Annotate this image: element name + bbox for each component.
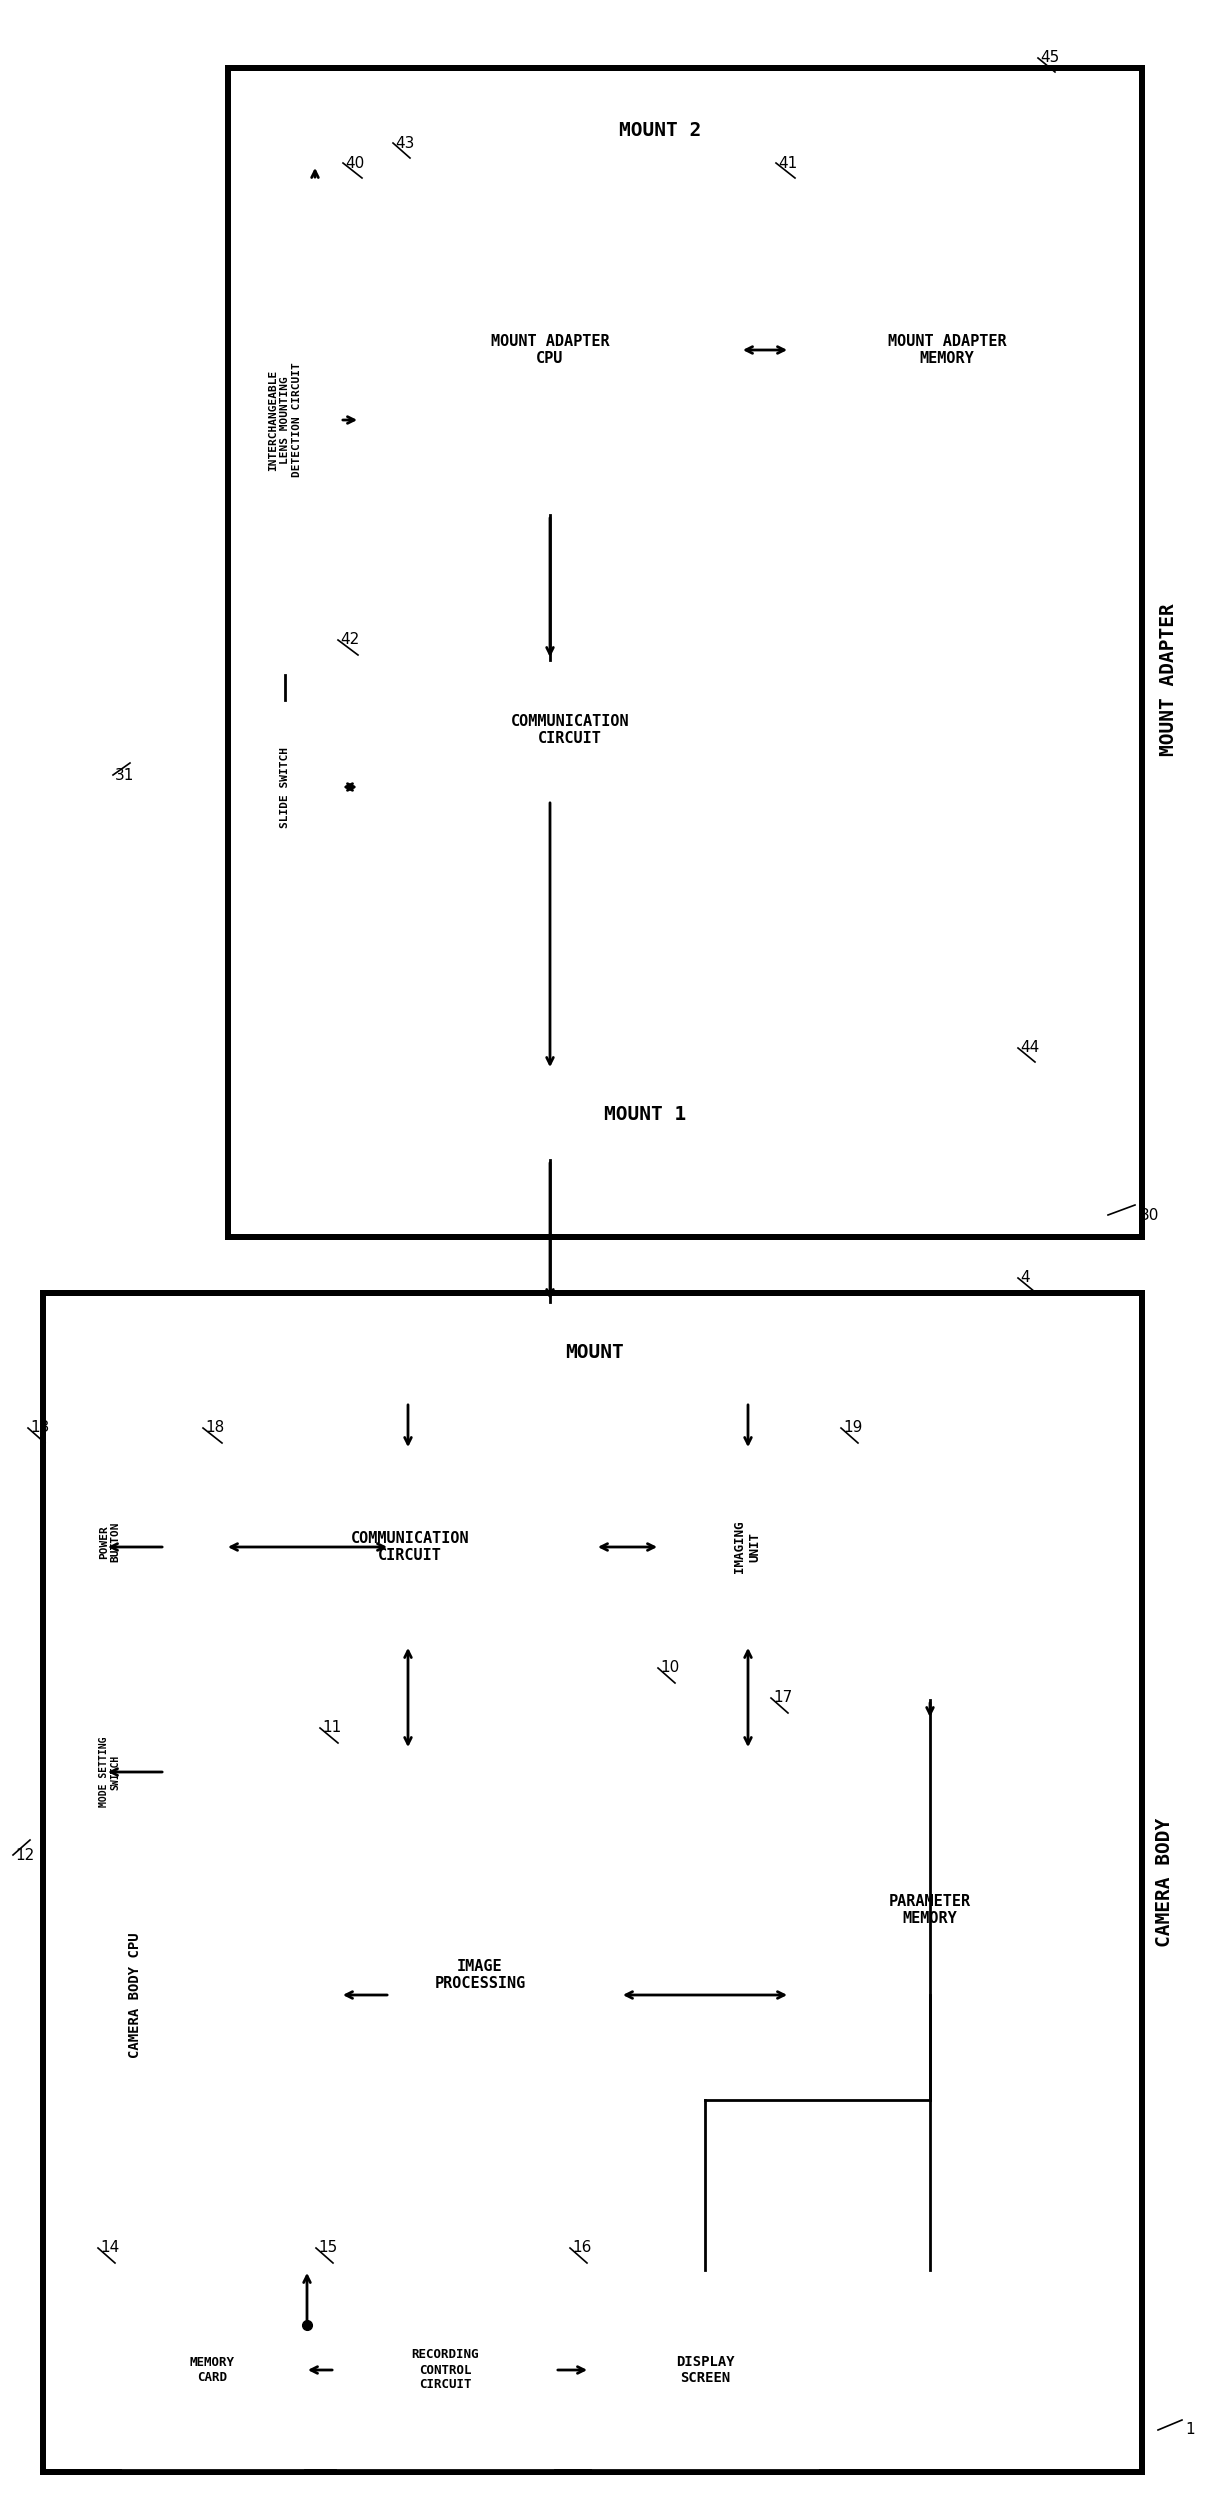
Text: INTERCHANGEABLE
LENS MOUNTING
DETECTION CIRCUIT: INTERCHANGEABLE LENS MOUNTING DETECTION … (269, 362, 302, 477)
Text: 11: 11 (322, 1721, 342, 1736)
Bar (660, 1450, 836, 1646)
Bar (225, 65, 1144, 1239)
Bar (790, 1719, 1071, 2101)
Text: 13: 13 (30, 1420, 50, 1435)
Text: 18: 18 (205, 1420, 224, 1435)
Text: 43: 43 (395, 136, 414, 151)
Text: 44: 44 (1020, 1040, 1039, 1055)
Text: 31: 31 (115, 766, 134, 782)
Text: MOUNT ADAPTER
MEMORY: MOUNT ADAPTER MEMORY (888, 334, 1006, 367)
Text: 4: 4 (1020, 1272, 1029, 1287)
Text: MOUNT 2: MOUNT 2 (619, 121, 701, 141)
Bar (225, 1450, 595, 1646)
Text: 45: 45 (1040, 50, 1060, 65)
Bar (54, 1450, 165, 1636)
Text: 19: 19 (843, 1420, 862, 1435)
Text: MOUNT ADAPTER: MOUNT ADAPTER (1159, 603, 1177, 756)
Text: 15: 15 (318, 2242, 337, 2257)
Bar (366, 191, 734, 510)
Bar (110, 1671, 384, 2319)
Text: MOUNT: MOUNT (566, 1342, 625, 1362)
Text: 10: 10 (660, 1661, 679, 1676)
Bar (40, 1289, 1144, 2475)
Bar (120, 2269, 305, 2470)
Bar (230, 166, 340, 676)
Text: 12: 12 (15, 1847, 34, 1862)
Text: IMAGING
UNIT: IMAGING UNIT (733, 1520, 761, 1573)
Bar (790, 186, 1104, 515)
Text: MEMORY
CARD: MEMORY CARD (189, 2357, 235, 2385)
Text: 30: 30 (1140, 1209, 1159, 1221)
Bar (190, 1307, 999, 1397)
Text: POWER
BUTTON: POWER BUTTON (99, 1523, 121, 1563)
Bar (230, 701, 340, 875)
Text: 41: 41 (777, 156, 797, 171)
Text: 40: 40 (345, 156, 365, 171)
Bar (54, 1681, 165, 1865)
Bar (220, 1696, 649, 2284)
Text: SLIDE SWITCH: SLIDE SWITCH (280, 746, 289, 827)
Bar (216, 1691, 655, 2289)
Bar (231, 70, 1138, 1234)
Text: IMAGE
PROCESSING: IMAGE PROCESSING (435, 1958, 526, 1990)
Text: MOUNT ADAPTER
CPU: MOUNT ADAPTER CPU (490, 334, 609, 367)
Text: 1: 1 (1186, 2423, 1194, 2438)
Text: 14: 14 (101, 2242, 119, 2257)
Text: 17: 17 (773, 1691, 792, 1706)
Bar (590, 2269, 820, 2470)
Bar (46, 1297, 1138, 2468)
Bar (366, 666, 774, 794)
Text: RECORDING
CONTROL
CIRCUIT: RECORDING CONTROL CIRCUIT (412, 2350, 478, 2392)
Bar (360, 186, 740, 515)
Text: PARAMETER
MEMORY: PARAMETER MEMORY (889, 1895, 971, 1925)
Bar (360, 661, 780, 799)
Text: CAMERA BODY: CAMERA BODY (1155, 1817, 1175, 1948)
Text: MODE SETTING
SWITCH: MODE SETTING SWITCH (99, 1736, 121, 1807)
Bar (185, 1302, 1005, 1402)
Text: DISPLAY
SCREEN: DISPLAY SCREEN (676, 2355, 734, 2385)
Bar (230, 1455, 590, 1638)
Bar (340, 1749, 620, 2199)
Bar (335, 2269, 555, 2470)
Text: 42: 42 (340, 633, 360, 648)
Text: COMMUNICATION
CIRCUIT: COMMUNICATION CIRCUIT (511, 714, 630, 746)
Bar (295, 80, 1025, 181)
Text: COMMUNICATION
CIRCUIT: COMMUNICATION CIRCUIT (351, 1530, 470, 1563)
Bar (300, 85, 1020, 173)
Bar (105, 1666, 390, 2325)
Text: CAMERA BODY CPU: CAMERA BODY CPU (128, 1932, 142, 2058)
Text: 16: 16 (572, 2242, 591, 2257)
Text: MOUNT 1: MOUNT 1 (604, 1106, 687, 1123)
Bar (265, 1071, 1025, 1161)
Bar (270, 1076, 1020, 1153)
